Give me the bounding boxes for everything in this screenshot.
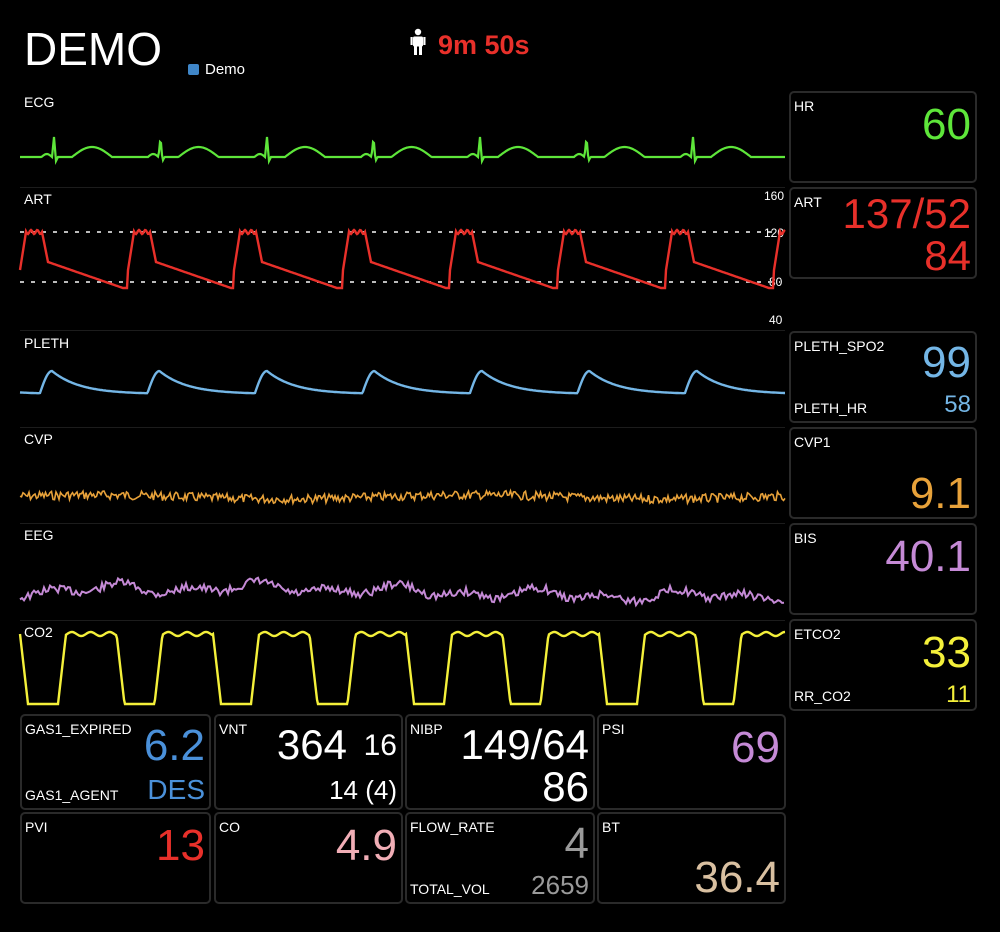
total-vol-value: 2659: [531, 872, 589, 898]
nibp-mean-value: 86: [542, 766, 589, 808]
pleth-hr-value: 58: [944, 393, 971, 417]
nibp-label: NIBP: [410, 721, 443, 737]
bis-value: 40.1: [885, 535, 971, 579]
co2-waveform: [20, 632, 785, 704]
bt-panel: BT 36.4: [597, 812, 786, 904]
pvi-panel: PVI 13: [20, 812, 211, 904]
flow-rate-label: FLOW_RATE: [410, 819, 495, 835]
nibp-panel: NIBP 149/64 86: [405, 714, 595, 810]
cvp-waveform: [20, 491, 785, 504]
hr-panel: HR 60: [789, 91, 977, 183]
bt-value: 36.4: [694, 856, 780, 900]
co-value: 4.9: [336, 824, 397, 868]
gas-agent-label: GAS1_AGENT: [25, 787, 118, 803]
psi-panel: PSI 69: [597, 714, 786, 810]
pleth-panel: PLETH_SPO2 99 PLETH_HR 58: [789, 331, 977, 423]
gas-expired-value: 6.2: [144, 724, 205, 768]
hr-label: HR: [794, 98, 814, 114]
etco2-panel: ETCO2 33 RR_CO2 11: [789, 619, 977, 711]
co-label: CO: [219, 819, 240, 835]
pleth-waveform: [20, 371, 785, 393]
co-panel: CO 4.9: [214, 812, 403, 904]
gas-expired-label: GAS1_EXPIRED: [25, 721, 132, 737]
vnt-value: 364: [277, 724, 347, 766]
cvp-value: 9.1: [910, 472, 971, 516]
rr-co2-label: RR_CO2: [794, 688, 851, 704]
vnt-secondary-value: 14 (4): [329, 777, 397, 803]
pvi-label: PVI: [25, 819, 48, 835]
vnt-panel: VNT 364 16 14 (4): [214, 714, 403, 810]
cvp-panel: CVP1 9.1: [789, 427, 977, 519]
art-waveform: [20, 230, 785, 288]
flow-rate-value: 4: [565, 822, 589, 866]
gas-agent-value: DES: [147, 776, 205, 804]
bis-label: BIS: [794, 530, 817, 546]
total-vol-label: TOTAL_VOL: [410, 881, 490, 897]
gas-panel: GAS1_EXPIRED 6.2 GAS1_AGENT DES: [20, 714, 211, 810]
art-panel: ART 137/52 84: [789, 187, 977, 279]
vnt-label: VNT: [219, 721, 247, 737]
rr-co2-value: 11: [946, 683, 971, 707]
nibp-sys-dia-value: 149/64: [461, 724, 589, 766]
art-sys-dia-value: 137/52: [843, 193, 971, 235]
ecg-waveform: [20, 137, 785, 161]
eeg-waveform: [20, 578, 784, 605]
flow-panel: FLOW_RATE 4 TOTAL_VOL 2659: [405, 812, 595, 904]
pleth-spo2-label: PLETH_SPO2: [794, 338, 884, 354]
vnt-rate-value: 16: [364, 731, 397, 761]
cvp-label: CVP1: [794, 434, 831, 450]
pvi-value: 13: [156, 824, 205, 868]
art-label: ART: [794, 194, 822, 210]
pleth-hr-label: PLETH_HR: [794, 400, 867, 416]
bt-label: BT: [602, 819, 620, 835]
psi-label: PSI: [602, 721, 625, 737]
psi-value: 69: [731, 726, 780, 770]
etco2-value: 33: [922, 631, 971, 675]
bis-panel: BIS 40.1: [789, 523, 977, 615]
etco2-label: ETCO2: [794, 626, 841, 642]
hr-value: 60: [922, 103, 971, 147]
art-mean-value: 84: [924, 235, 971, 277]
pleth-spo2-value: 99: [922, 341, 971, 385]
